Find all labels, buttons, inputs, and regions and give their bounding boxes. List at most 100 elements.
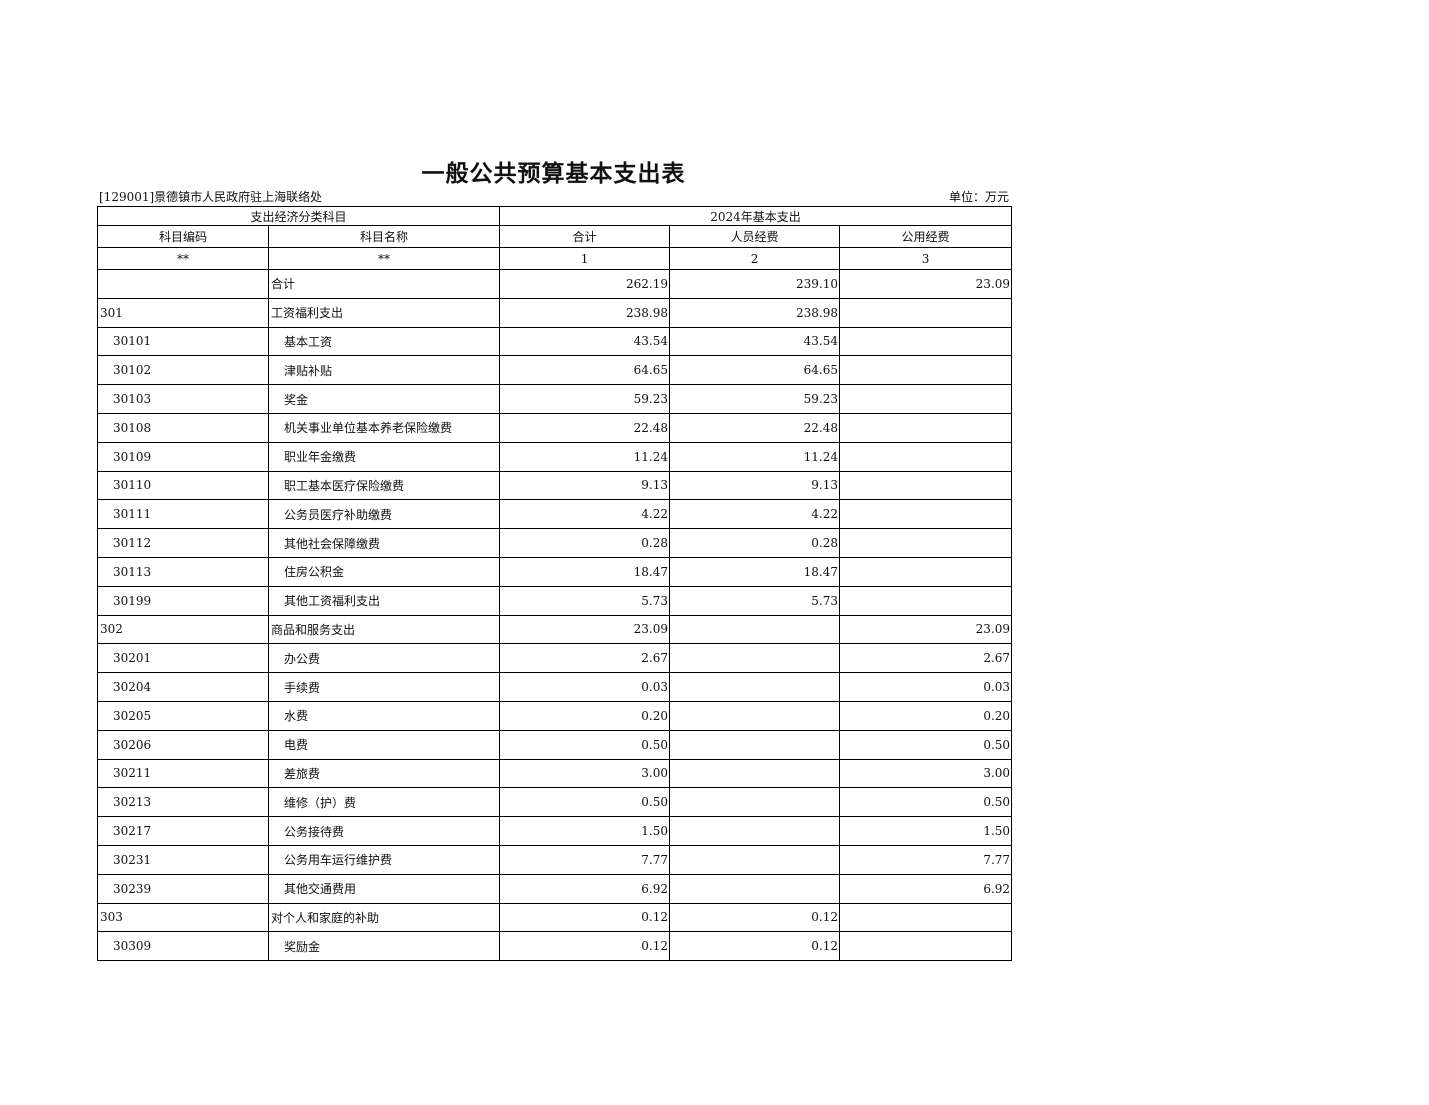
personnel-cell: [669, 729, 841, 760]
name-cell: 其他工资福利支出: [267, 585, 501, 616]
header-personnel: 人员经费: [669, 225, 841, 248]
table-row: 合计 262.19 239.10 23.09: [97, 269, 1013, 299]
table-row: 30211 差旅费 3.00 3.00: [97, 758, 1013, 789]
index-public: 3: [839, 247, 1013, 270]
name-cell: 商品和服务支出: [267, 614, 501, 645]
code-cell: 30205: [97, 700, 269, 731]
personnel-cell: 59.23: [669, 384, 841, 414]
name-cell: 公务用车运行维护费: [267, 844, 501, 875]
personnel-cell: [669, 787, 841, 818]
table-row: 30204 手续费 0.03 0.03: [97, 672, 1013, 702]
personnel-cell: 11.24: [669, 441, 841, 472]
table-row: 30201 办公费 2.67 2.67: [97, 643, 1013, 674]
table-row: 30102 津贴补贴 64.65 64.65: [97, 355, 1013, 386]
code-cell: 30201: [97, 643, 269, 674]
total-cell: 0.20: [499, 700, 671, 731]
header-total: 合计: [499, 225, 671, 248]
public-cell: [839, 384, 1013, 414]
total-cell: 238.98: [499, 297, 671, 328]
code-cell: 30211: [97, 758, 269, 789]
code-cell: 30102: [97, 355, 269, 386]
personnel-cell: [669, 614, 841, 645]
code-cell: 30108: [97, 412, 269, 443]
code-cell: 30101: [97, 326, 269, 357]
table-row: 30206 电费 0.50 0.50: [97, 729, 1013, 760]
header-name: 科目名称: [267, 225, 501, 248]
personnel-cell: [669, 643, 841, 674]
public-cell: [839, 902, 1013, 933]
public-cell: [839, 297, 1013, 328]
index-personnel: 2: [669, 247, 841, 270]
personnel-cell: 239.10: [669, 269, 841, 299]
total-cell: 0.12: [499, 931, 671, 962]
public-cell: [839, 585, 1013, 616]
table-row: 30112 其他社会保障缴费 0.28 0.28: [97, 528, 1013, 558]
public-cell: [839, 470, 1013, 501]
total-cell: 1.50: [499, 816, 671, 846]
total-cell: 6.92: [499, 873, 671, 904]
code-cell: [97, 269, 269, 299]
total-cell: 0.03: [499, 672, 671, 702]
header-group-left: 支出经济分类科目: [96, 206, 501, 226]
personnel-cell: 64.65: [669, 355, 841, 386]
code-cell: 302: [97, 614, 269, 645]
public-cell: 0.50: [839, 787, 1013, 818]
name-cell: 办公费: [267, 643, 501, 674]
name-cell: 手续费: [267, 672, 501, 702]
table-row: 30109 职业年金缴费 11.24 11.24: [97, 441, 1013, 472]
name-cell: 机关事业单位基本养老保险缴费: [267, 412, 501, 443]
unit-label: 单位：万元: [948, 190, 1009, 204]
code-cell: 30231: [97, 844, 269, 875]
header-index-row: ** ** 1 2 3: [97, 247, 1013, 270]
budget-table: 支出经济分类科目 2024年基本支出 科目编码 科目名称 合计 人员经费 公用经…: [96, 206, 1013, 962]
total-cell: 18.47: [499, 556, 671, 587]
total-cell: 22.48: [499, 412, 671, 443]
personnel-cell: [669, 816, 841, 846]
name-cell: 奖金: [267, 384, 501, 414]
total-cell: 9.13: [499, 470, 671, 501]
personnel-cell: [669, 873, 841, 904]
page-title: 一般公共预算基本支出表: [421, 160, 686, 187]
public-cell: 3.00: [839, 758, 1013, 789]
table-row: 30103 奖金 59.23 59.23: [97, 384, 1013, 414]
code-cell: 30239: [97, 873, 269, 904]
public-cell: 2.67: [839, 643, 1013, 674]
public-cell: [839, 499, 1013, 530]
index-name: **: [267, 247, 501, 270]
public-cell: 1.50: [839, 816, 1013, 846]
code-cell: 30199: [97, 585, 269, 616]
personnel-cell: 9.13: [669, 470, 841, 501]
public-cell: 0.03: [839, 672, 1013, 702]
name-cell: 其他交通费用: [267, 873, 501, 904]
index-total: 1: [499, 247, 671, 270]
name-cell: 公务接待费: [267, 816, 501, 846]
name-cell: 差旅费: [267, 758, 501, 789]
total-cell: 11.24: [499, 441, 671, 472]
personnel-cell: [669, 672, 841, 702]
table-row: 303 对个人和家庭的补助 0.12 0.12: [97, 902, 1013, 933]
name-cell: 对个人和家庭的补助: [267, 902, 501, 933]
public-cell: [839, 441, 1013, 472]
table-row: 30199 其他工资福利支出 5.73 5.73: [97, 585, 1013, 616]
personnel-cell: 238.98: [669, 297, 841, 328]
table-row: 30113 住房公积金 18.47 18.47: [97, 556, 1013, 587]
name-cell: 职业年金缴费: [267, 441, 501, 472]
total-cell: 3.00: [499, 758, 671, 789]
index-code: **: [97, 247, 269, 270]
table-row: 30217 公务接待费 1.50 1.50: [97, 816, 1013, 846]
personnel-cell: [669, 844, 841, 875]
table-row: 30110 职工基本医疗保险缴费 9.13 9.13: [97, 470, 1013, 501]
table-row: 30239 其他交通费用 6.92 6.92: [97, 873, 1013, 904]
name-cell: 维修（护）费: [267, 787, 501, 818]
public-cell: 0.20: [839, 700, 1013, 731]
name-cell: 其他社会保障缴费: [267, 528, 501, 558]
code-cell: 30217: [97, 816, 269, 846]
public-cell: 0.50: [839, 729, 1013, 760]
public-cell: 23.09: [839, 269, 1013, 299]
name-cell: 奖励金: [267, 931, 501, 962]
personnel-cell: 5.73: [669, 585, 841, 616]
public-cell: 6.92: [839, 873, 1013, 904]
name-cell: 津贴补贴: [267, 355, 501, 386]
table-row: 301 工资福利支出 238.98 238.98: [97, 297, 1013, 328]
code-cell: 30309: [97, 931, 269, 962]
